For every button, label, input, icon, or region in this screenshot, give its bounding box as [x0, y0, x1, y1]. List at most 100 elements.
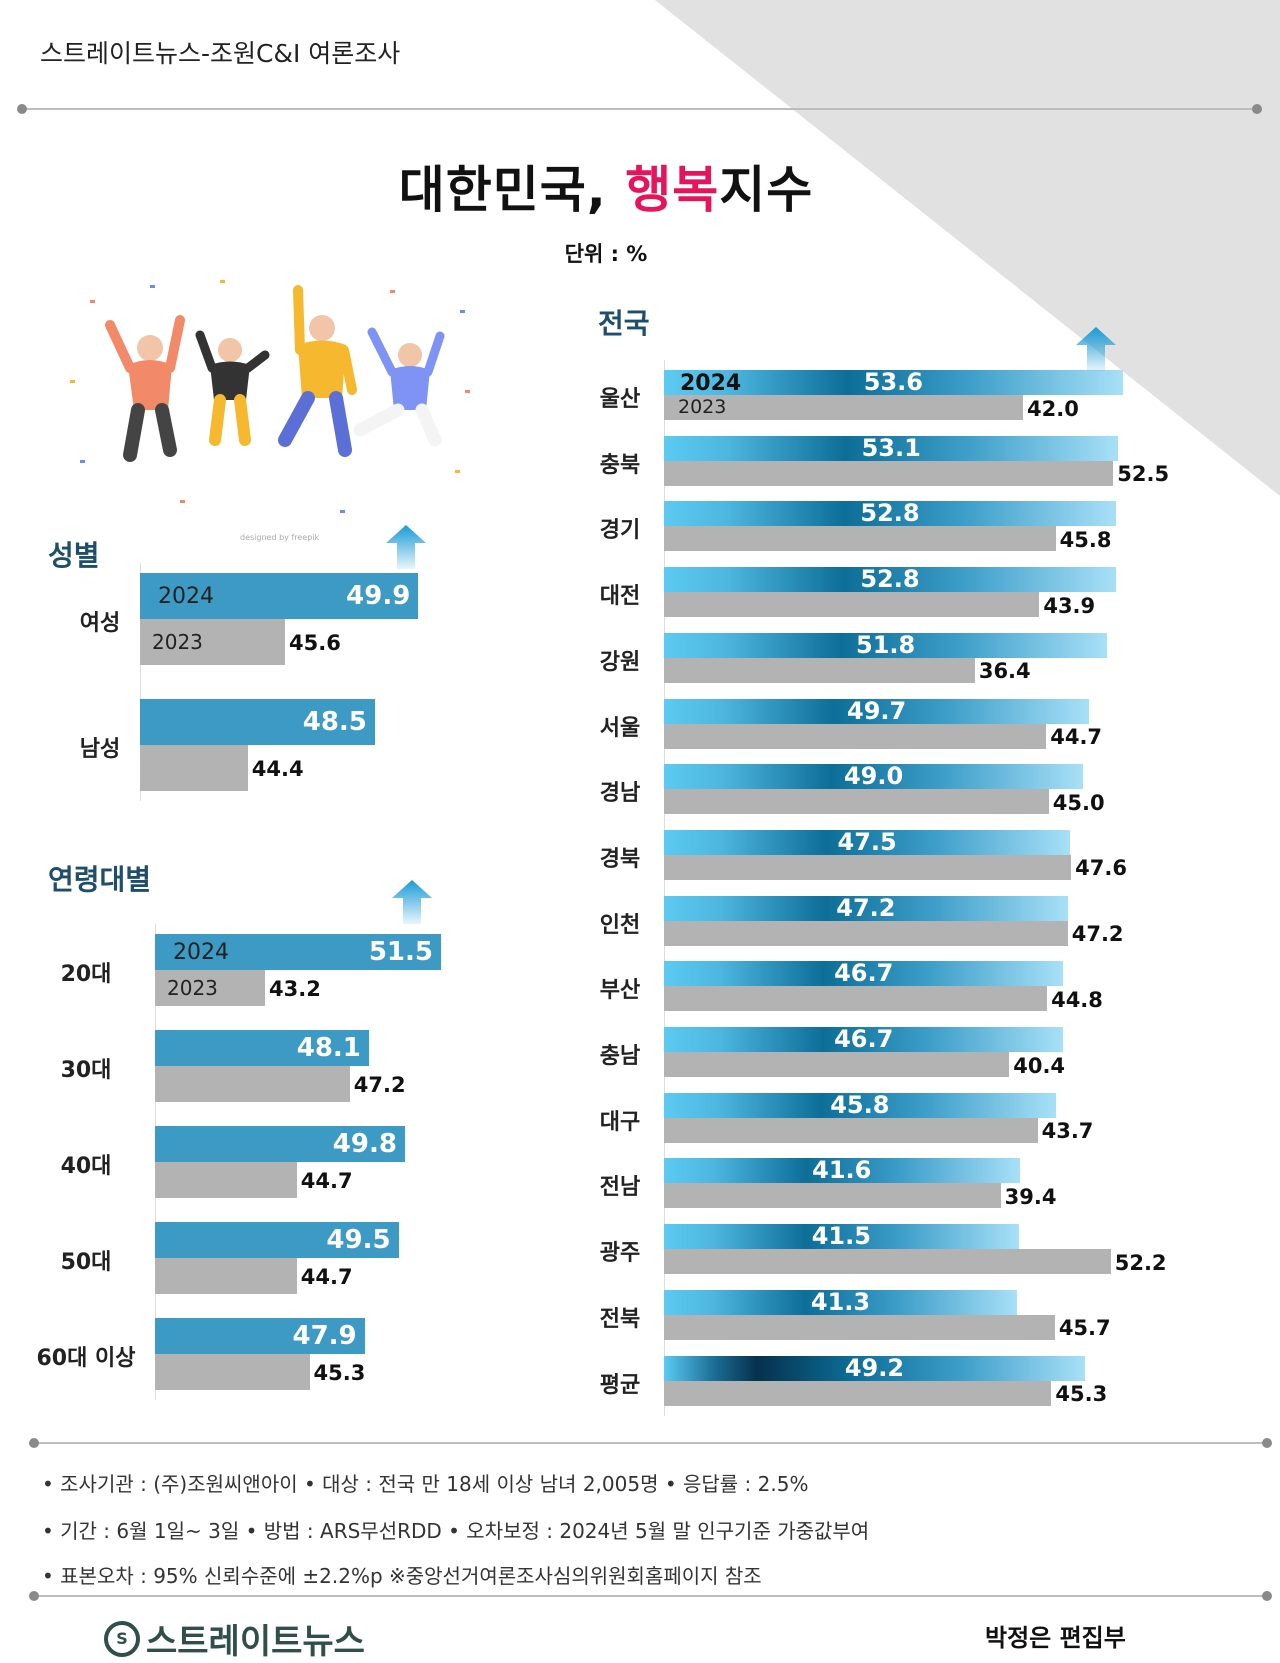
logo-text: 스트레이트뉴스 [146, 1622, 365, 1662]
year-label-2023: 2023 [678, 395, 727, 418]
source-label: 스트레이트뉴스-조원C&I 여론조사 [40, 39, 401, 68]
year-label-2024: 2024 [680, 370, 742, 396]
category-label: 30대 [60, 1058, 112, 1083]
bar-2024 [664, 1224, 1019, 1250]
year-label-2023: 2023 [167, 976, 218, 1000]
value-2023: 47.2 [1071, 922, 1124, 947]
category-label: 충북 [599, 452, 641, 478]
region-heading: 전국 [598, 307, 650, 340]
person-blue [353, 327, 445, 447]
person-yellow [278, 285, 357, 457]
bar-2024 [664, 435, 1119, 461]
value-2023: 44.7 [300, 1169, 353, 1193]
category-label: 60대 이상 [36, 1346, 136, 1371]
bar-2024 [664, 698, 1090, 724]
bar-2024 [664, 1158, 1020, 1184]
category-label: 경기 [599, 518, 641, 544]
value-2024: 52.8 [860, 565, 920, 594]
value-2024: 49.9 [346, 581, 411, 611]
value-2023: 47.2 [353, 1073, 406, 1097]
bar-2024 [155, 1318, 365, 1354]
category-label: 경북 [599, 846, 641, 872]
bar-2024 [155, 1030, 369, 1066]
value-2023: 36.4 [978, 659, 1031, 684]
category-label: 남성 [79, 737, 121, 762]
age-heading: 연령대별 [48, 863, 152, 896]
value-2024: 49.8 [332, 1129, 397, 1159]
category-label: 50대 [60, 1250, 112, 1275]
bar-2023 [664, 1314, 1055, 1340]
category-label: 대구 [599, 1109, 641, 1135]
bar-2023 [664, 1380, 1052, 1406]
divider-dot [17, 104, 27, 114]
bar-2023 [664, 1117, 1038, 1143]
category-label: 울산 [599, 387, 641, 412]
bar-2024 [664, 1355, 1085, 1381]
bar-2024 [155, 934, 441, 970]
year-label-2024: 2024 [158, 584, 214, 609]
value-2023: 40.4 [1013, 1053, 1066, 1078]
person-coral [105, 315, 185, 462]
bar-2024 [664, 1027, 1064, 1052]
value-2024: 49.7 [847, 696, 907, 725]
bar-2023 [664, 920, 1068, 946]
unit-label: 단위 : % [564, 242, 648, 266]
value-2023: 45.3 [313, 1361, 366, 1385]
watermark: designed by freepik [240, 533, 320, 542]
value-2023: 47.6 [1075, 856, 1127, 881]
category-label: 20대 [60, 962, 112, 987]
bar-2024 [664, 895, 1068, 921]
bar-2023 [155, 1258, 297, 1294]
bar-2023 [664, 526, 1056, 552]
divider-dot [29, 1438, 39, 1448]
divider-dot [1262, 1438, 1272, 1448]
logo: S 스트레이트뉴스 [104, 1614, 365, 1663]
bar-2023 [664, 1249, 1111, 1275]
bar-2023 [155, 1354, 310, 1390]
value-2023: 45.0 [1052, 790, 1105, 815]
value-2024: 41.5 [811, 1222, 871, 1251]
divider [22, 108, 1257, 110]
bar-2024 [664, 1289, 1017, 1315]
category-label: 대전 [599, 584, 641, 610]
category-label: 여성 [79, 611, 121, 636]
year-label-2024: 2024 [173, 940, 229, 965]
value-2024: 47.5 [837, 827, 897, 856]
title-highlight: 행복 [625, 161, 720, 219]
value-2024: 53.6 [863, 368, 923, 396]
bar-2024 [664, 1092, 1056, 1118]
value-2024: 52.8 [860, 499, 920, 528]
value-2023: 44.7 [1050, 725, 1103, 749]
value-2024: 53.1 [861, 433, 921, 462]
divider-dot [1252, 104, 1262, 114]
footer-divider [34, 1442, 1266, 1444]
title-part1: 대한민국, [398, 161, 626, 219]
bar-2024 [664, 370, 1123, 395]
bar-2023 [664, 789, 1049, 815]
bar-2023 [140, 619, 285, 665]
bar-2023 [664, 657, 975, 683]
value-2024: 41.6 [812, 1156, 872, 1185]
bar-2024 [140, 699, 375, 745]
page-title: 대한민국, 행복지수 [0, 150, 1212, 222]
value-2023: 45.8 [1059, 527, 1112, 552]
value-2023: 43.9 [1043, 593, 1096, 618]
category-label: 서울 [599, 715, 641, 741]
bar-2023 [664, 592, 1040, 618]
logo-mark-icon: S [104, 1620, 140, 1657]
up-arrow-icon [392, 880, 432, 924]
value-2024: 47.9 [292, 1321, 357, 1351]
bar-2024 [664, 829, 1071, 855]
category-label: 강원 [599, 649, 641, 675]
bar-2023 [140, 745, 248, 791]
celebration-illustration [70, 280, 470, 513]
category-label: 충남 [599, 1044, 641, 1069]
footer-line-1: • 조사기관 : (주)조원씨앤아이 • 대상 : 전국 만 18세 이상 남녀… [42, 1472, 809, 1496]
value-2023: 39.4 [1004, 1184, 1057, 1209]
value-2023: 43.7 [1041, 1119, 1094, 1144]
value-2024: 47.2 [836, 893, 896, 922]
value-2024: 51.8 [856, 630, 916, 659]
axis-line [664, 360, 665, 1416]
footer-line-2: • 기간 : 6월 1일~ 3일 • 방법 : ARS무선RDD • 오차보정 … [42, 1519, 870, 1543]
up-arrow-icon [386, 525, 426, 569]
